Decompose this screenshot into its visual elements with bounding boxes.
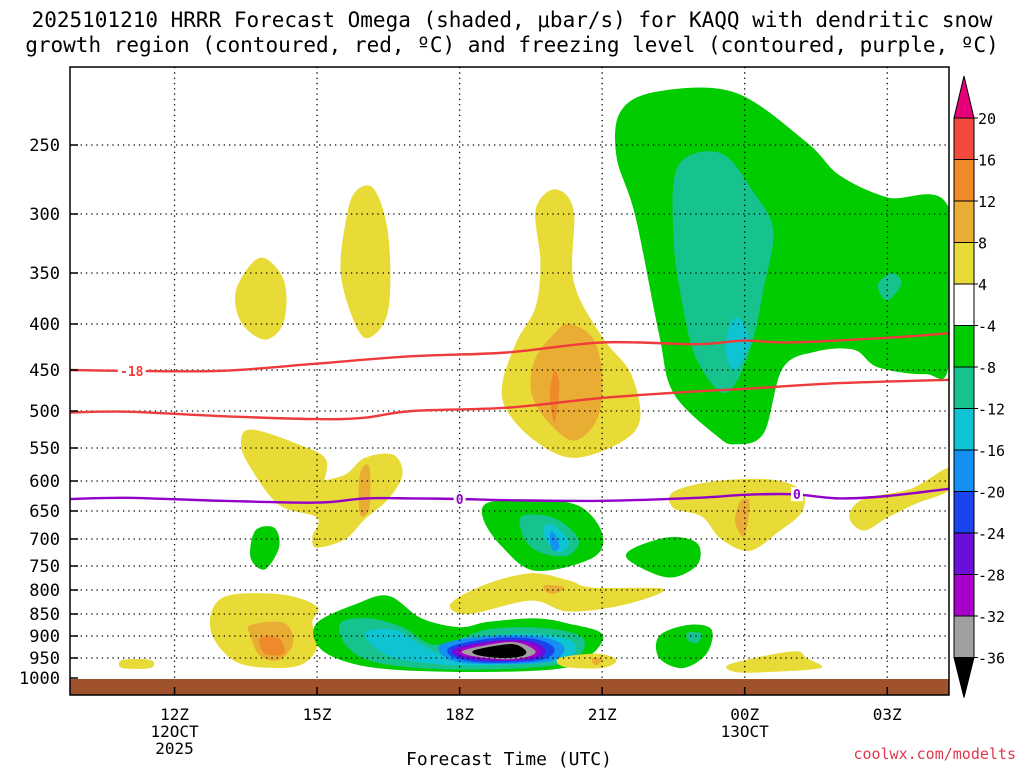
ground-bar [70, 679, 949, 695]
omega-4-small-21z [556, 653, 617, 669]
colorbar-bottom-arrow [953, 657, 975, 698]
colorbar-swatch [953, 574, 975, 617]
colorbar-swatch [953, 615, 975, 658]
dgz-upper-contour [70, 332, 949, 373]
x-tick-label: 21Z [588, 705, 617, 724]
colorbar-swatch [953, 325, 975, 368]
y-tick-label: 400 [29, 315, 60, 335]
x-tick-year: 2025 [155, 739, 194, 758]
y-tick-label: 300 [29, 205, 60, 225]
omega-neg20-core [549, 531, 560, 551]
colorbar-label: -28 [978, 567, 1005, 585]
colorbar-swatch [953, 200, 975, 243]
contour-label: -18 [120, 365, 144, 380]
colorbar-swatch [953, 491, 975, 534]
y-tick-label: 250 [29, 136, 60, 156]
omega-4-col-16z [340, 185, 391, 339]
colorbar-swatch [953, 159, 975, 202]
omega-neg12-small-right [877, 272, 902, 301]
omega-neg12-low-22z [686, 631, 703, 643]
colorbar-swatch [953, 532, 975, 575]
colorbar-label: 16 [978, 152, 996, 170]
colorbar-label: 12 [978, 193, 996, 211]
omega-neg8-upper-right [614, 87, 949, 445]
x-tick-date: 12OCT [150, 722, 199, 741]
x-tick-label: 12Z [160, 705, 189, 724]
colorbar-swatch [953, 366, 975, 409]
colorbar-label: -32 [978, 608, 1005, 626]
contour-label: 0 [793, 488, 801, 503]
x-tick-label: 18Z [445, 705, 474, 724]
omega-8-band-800 [543, 585, 565, 594]
omega-8-mid-16z [358, 464, 371, 517]
omega-4-tiny-left [118, 659, 155, 669]
x-axis-label: Forecast Time (UTC) [406, 749, 612, 768]
colorbar-swatch [953, 242, 975, 285]
watermark: coolwx.com/modelts [853, 745, 1016, 763]
omega-below-neg36-low-band [472, 644, 527, 659]
omega-8-small-21z [591, 657, 603, 666]
contour-label: 0 [456, 493, 464, 508]
omega-4-col-13z [235, 257, 287, 340]
colorbar-label: -24 [978, 525, 1005, 543]
y-tick-label: 600 [29, 472, 60, 492]
colorbar-top-arrow [953, 75, 975, 119]
chart-title-line-2: growth region (contoured, red, ºC) and f… [25, 33, 999, 57]
freezing-level-contour [70, 487, 949, 504]
colorbar-label: -4 [978, 318, 996, 336]
y-tick-label: 450 [29, 361, 60, 381]
colorbar-label: -16 [978, 442, 1005, 460]
omega-4-mid-15z [241, 429, 403, 548]
omega-shading-layer [118, 87, 949, 673]
x-tick-label: 03Z [873, 705, 902, 724]
y-tick-label: 850 [29, 605, 60, 625]
colorbar-swatch [953, 408, 975, 451]
y-tick-label: 350 [29, 264, 60, 284]
colorbar-label: -36 [978, 650, 1005, 668]
x-tick-date: 13OCT [721, 722, 770, 741]
colorbar-swatch [953, 283, 975, 326]
x-tick-label: 15Z [303, 705, 332, 724]
colorbar-label: -12 [978, 401, 1005, 419]
colorbar-label: 8 [978, 235, 987, 253]
colorbar-swatch [953, 117, 975, 160]
contour-label-bg [117, 363, 146, 378]
omega-neg16-upper-right [725, 317, 750, 371]
y-tick-label: 650 [29, 502, 60, 522]
colorbar-label: -8 [978, 359, 996, 377]
omega-12-plume-20z [549, 369, 560, 423]
colorbar-label: 20 [978, 110, 996, 128]
omega-4-low-00z [726, 651, 823, 673]
x-tick-label: 00Z [730, 705, 759, 724]
y-tick-label: 700 [29, 530, 60, 550]
dgz-lower-contour [70, 378, 949, 421]
grid-layer [70, 67, 949, 695]
contour-label-bg [790, 487, 803, 502]
colorbar-label: 4 [978, 276, 987, 294]
omega-neg8-right-low [625, 537, 701, 578]
omega-4-far-right [849, 467, 949, 531]
omega-8-right-mid [735, 498, 750, 537]
chart-title-line-1: 2025101210 HRRR Forecast Omega (shaded, … [31, 8, 993, 32]
colorbar: 20 16 12 8 4 -4 -8 -12 -16 -20 -24 -28 -32 -36 [953, 75, 1005, 698]
contour-label-bg [453, 492, 466, 506]
contour-layer: -18 0 0 [70, 332, 949, 508]
y-tick-label: 800 [29, 581, 60, 601]
y-tick-label: 500 [29, 402, 60, 422]
y-tick-label: 900 [29, 627, 60, 647]
omega-4-band-800 [449, 573, 665, 615]
y-tick-label: 1000 [19, 669, 60, 689]
plot-frame [69, 66, 950, 696]
omega-neg12-upper-right [672, 151, 774, 394]
y-tick-label: 550 [29, 439, 60, 459]
axes-layer: 2503003504004505005506006507007508008509… [19, 136, 902, 758]
omega-12-left-low [259, 636, 285, 656]
y-tick-label: 750 [29, 557, 60, 577]
y-tick-label: 950 [29, 649, 60, 669]
colorbar-label: -20 [978, 484, 1005, 502]
colorbar-swatch [953, 449, 975, 492]
omega-neg8-left-small [250, 526, 280, 570]
omega-neg8-low-22z [655, 624, 713, 669]
